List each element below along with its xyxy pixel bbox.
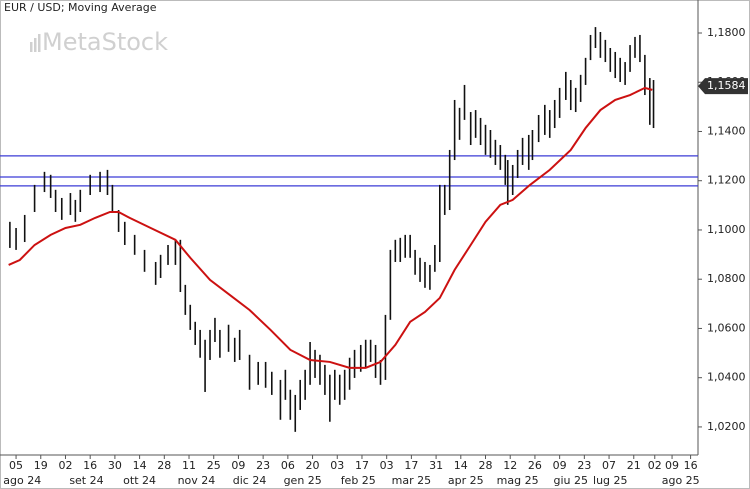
x-tick-label: 12 [503,459,517,472]
month-label: dic 24 [233,474,267,487]
x-tick-label: 14 [454,459,468,472]
month-label: nov 24 [178,474,216,487]
month-label: ago 24 [3,474,41,487]
x-tick-label: 09 [553,459,567,472]
y-tick-label: 1,0400 [707,371,746,384]
x-tick-label: 11 [182,459,196,472]
month-label: feb 25 [341,474,376,487]
month-label: lug 25 [593,474,628,487]
x-tick-label: 21 [627,459,641,472]
x-tick-label: 25 [207,459,221,472]
last-price-label: 1,1584 [707,79,746,92]
x-tick-label: 09 [231,459,245,472]
x-tick-label: 20 [306,459,320,472]
x-tick-label: 17 [355,459,369,472]
month-label: ago 25 [662,474,700,487]
x-tick-label: 28 [157,459,171,472]
moving-average-line [8,86,653,369]
y-tick-label: 1,0200 [707,420,746,433]
x-tick-label: 09 [665,459,679,472]
y-tick-label: 1,1200 [707,174,746,187]
x-tick-label: 19 [34,459,48,472]
x-tick-label: 17 [404,459,418,472]
x-tick-label: 28 [479,459,493,472]
y-tick-label: 1,0600 [707,321,746,334]
x-tick-label: 31 [429,459,443,472]
x-tick-label: 03 [380,459,394,472]
watermark: MetaStock [42,28,168,56]
month-label: mag 25 [497,474,539,487]
month-label: gen 25 [284,474,322,487]
x-tick-label: 03 [330,459,344,472]
x-tick-label: 23 [256,459,270,472]
x-tick-label: 02 [648,459,662,472]
x-tick-label: 07 [602,459,616,472]
watermark-logo [30,34,41,52]
x-tick-label: 30 [108,459,122,472]
y-tick-label: 1,1000 [707,223,746,236]
x-tick-label: 16 [83,459,97,472]
x-tick-label: 23 [577,459,591,472]
month-label: set 24 [69,474,103,487]
x-tick-label: 26 [528,459,542,472]
chart-title: EUR / USD; Moving Average [4,1,157,14]
last-price-marker [698,78,748,95]
month-label: ott 24 [123,474,156,487]
month-label: giu 25 [553,474,588,487]
x-tick-label: 05 [9,459,23,472]
x-tick-label: 16 [684,459,698,472]
x-tick-label: 06 [281,459,295,472]
x-tick-label: 14 [133,459,147,472]
x-tick-label: 02 [58,459,72,472]
month-label: apr 25 [448,474,484,487]
y-tick-label: 1,1800 [707,26,746,39]
y-tick-label: 1,1400 [707,124,746,137]
month-label: mar 25 [392,474,431,487]
y-tick-label: 1,0800 [707,272,746,285]
